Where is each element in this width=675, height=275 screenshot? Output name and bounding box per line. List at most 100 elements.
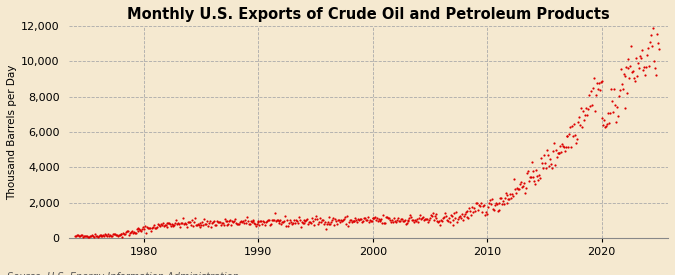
Point — [394, 218, 404, 223]
Point — [263, 218, 274, 222]
Point — [276, 221, 287, 226]
Point — [352, 220, 362, 225]
Point — [80, 234, 91, 239]
Point — [164, 222, 175, 226]
Point — [167, 222, 178, 227]
Point — [297, 221, 308, 226]
Point — [639, 65, 649, 69]
Point — [518, 184, 529, 188]
Point — [150, 226, 161, 230]
Point — [541, 166, 551, 170]
Point — [328, 215, 339, 220]
Point — [253, 218, 264, 223]
Point — [524, 174, 535, 179]
Point — [153, 222, 164, 227]
Point — [111, 233, 122, 237]
Point — [286, 220, 296, 224]
Point — [90, 234, 101, 238]
Point — [228, 220, 239, 224]
Point — [306, 221, 317, 225]
Point — [531, 168, 541, 172]
Point — [287, 222, 298, 227]
Point — [389, 218, 400, 223]
Point — [596, 115, 607, 120]
Point — [213, 220, 223, 224]
Point — [333, 218, 344, 222]
Point — [258, 219, 269, 224]
Point — [304, 220, 315, 224]
Point — [240, 221, 251, 226]
Point — [107, 234, 117, 238]
Point — [556, 150, 567, 154]
Point — [505, 192, 516, 196]
Point — [481, 210, 491, 214]
Point — [129, 231, 140, 235]
Point — [340, 215, 350, 219]
Point — [398, 219, 409, 224]
Point — [480, 212, 491, 217]
Point — [243, 222, 254, 226]
Point — [572, 120, 583, 124]
Point — [367, 219, 377, 224]
Point — [362, 218, 373, 222]
Point — [362, 215, 373, 220]
Point — [206, 225, 217, 229]
Point — [342, 224, 353, 228]
Point — [288, 221, 298, 226]
Point — [175, 225, 186, 229]
Point — [143, 226, 154, 230]
Point — [369, 216, 379, 220]
Point — [194, 225, 205, 229]
Point — [364, 220, 375, 224]
Point — [338, 218, 348, 222]
Point — [323, 221, 334, 226]
Point — [559, 145, 570, 149]
Point — [76, 233, 87, 238]
Point — [320, 227, 331, 231]
Point — [401, 221, 412, 226]
Point — [511, 191, 522, 195]
Point — [144, 225, 155, 230]
Point — [259, 220, 269, 224]
Point — [383, 216, 394, 220]
Point — [357, 220, 368, 225]
Point — [292, 221, 303, 225]
Point — [583, 93, 594, 97]
Point — [148, 225, 159, 229]
Point — [308, 222, 319, 227]
Point — [640, 73, 651, 77]
Point — [423, 219, 433, 224]
Point — [501, 201, 512, 205]
Point — [508, 194, 519, 199]
Point — [242, 214, 252, 219]
Point — [93, 234, 104, 238]
Point — [148, 222, 159, 227]
Point — [402, 219, 413, 224]
Point — [137, 227, 148, 232]
Point — [433, 219, 443, 224]
Point — [330, 216, 341, 221]
Point — [591, 93, 601, 98]
Point — [600, 124, 611, 128]
Point — [75, 234, 86, 238]
Point — [603, 120, 614, 125]
Point — [110, 232, 121, 237]
Point — [487, 196, 497, 201]
Point — [514, 187, 524, 191]
Point — [626, 44, 637, 48]
Point — [367, 216, 378, 221]
Point — [120, 230, 131, 234]
Point — [404, 216, 415, 221]
Point — [441, 214, 452, 218]
Point — [431, 211, 442, 216]
Point — [270, 218, 281, 223]
Point — [608, 87, 619, 92]
Point — [115, 233, 126, 237]
Point — [221, 222, 232, 227]
Point — [593, 81, 604, 85]
Point — [450, 210, 461, 214]
Point — [284, 221, 294, 226]
Point — [610, 103, 620, 108]
Point — [72, 233, 82, 238]
Point — [414, 213, 425, 218]
